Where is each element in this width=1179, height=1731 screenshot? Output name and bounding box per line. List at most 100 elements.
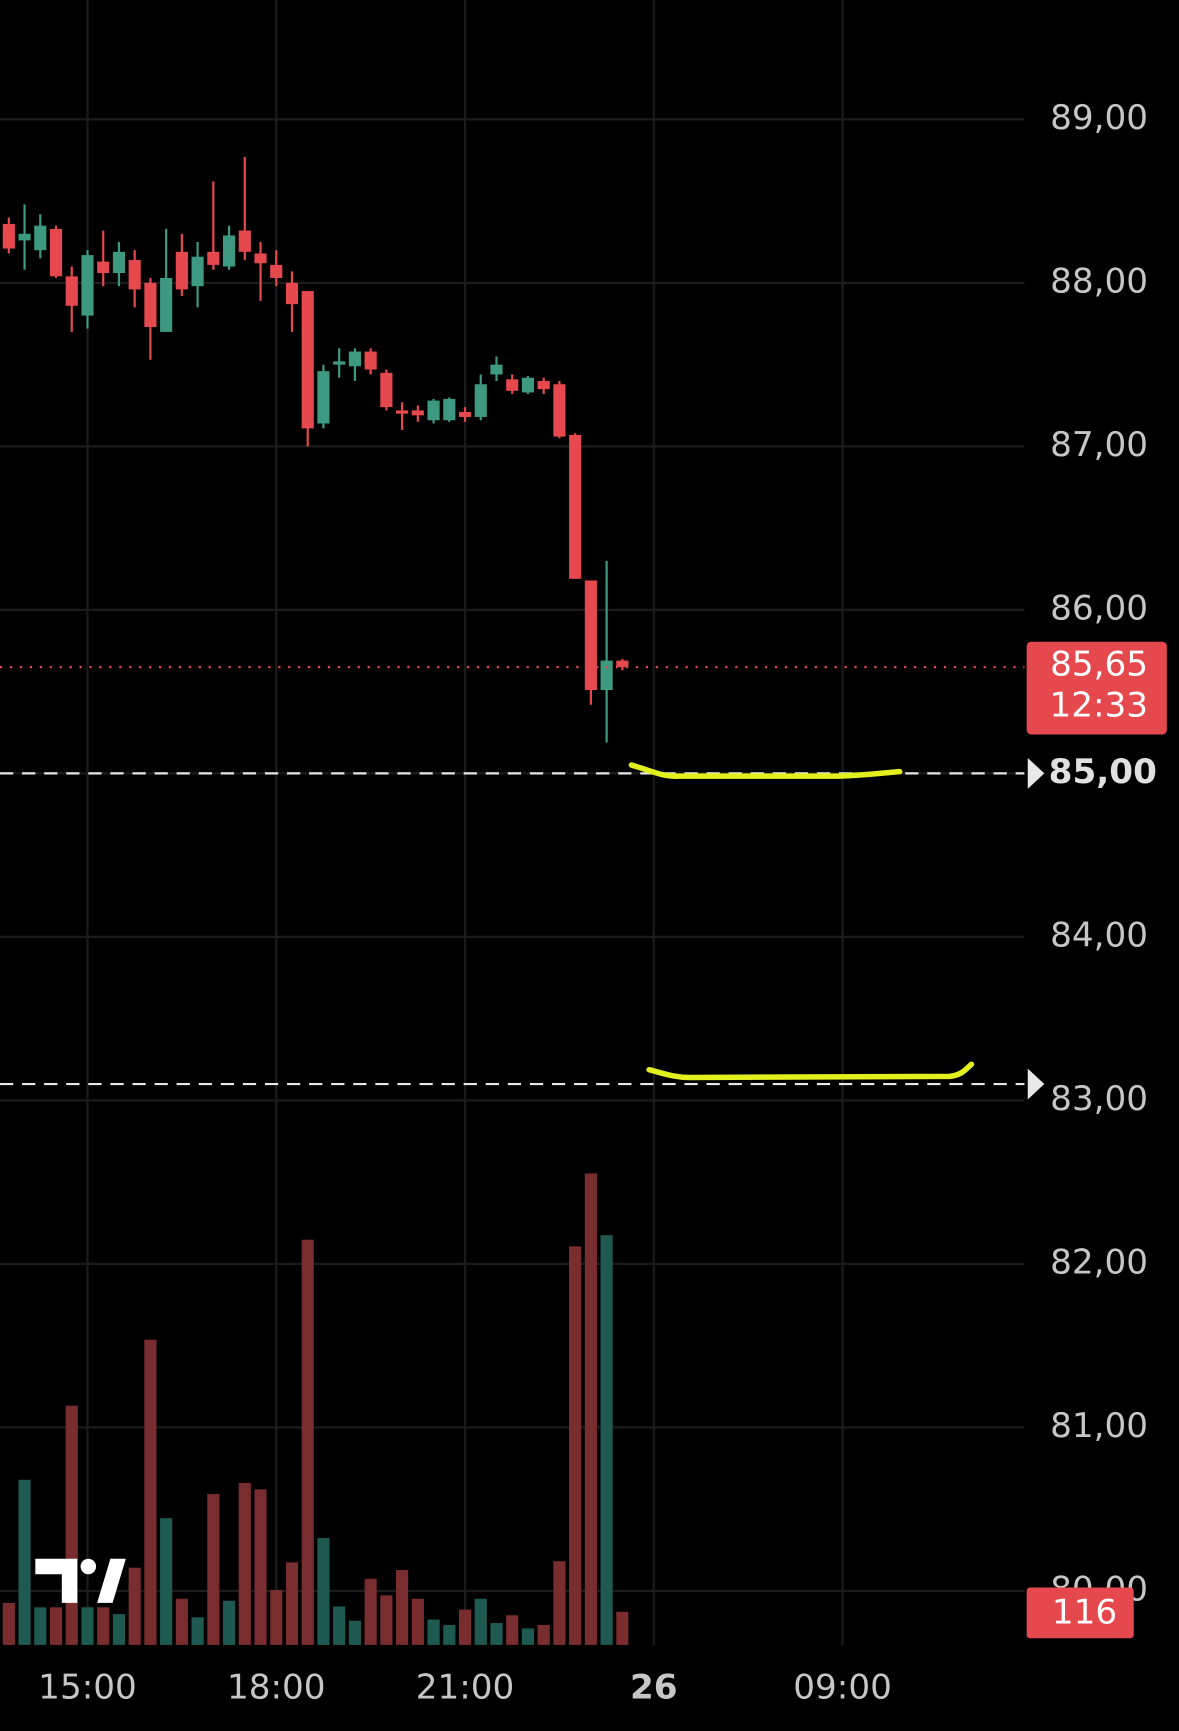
candle-body — [348, 351, 361, 367]
volume-bar — [18, 1479, 31, 1645]
candle-body — [600, 660, 613, 691]
candle-body — [333, 361, 346, 365]
volume-bar — [128, 1567, 141, 1645]
x-tick-label: 21:00 — [416, 1668, 515, 1708]
y-tick-label: 89,00 — [1050, 98, 1148, 138]
candle-body — [411, 410, 424, 416]
volume-bar — [364, 1578, 377, 1645]
volume-bar — [427, 1619, 440, 1645]
price-line-marker — [1027, 757, 1045, 789]
volume-bar — [112, 1614, 126, 1645]
volume-bar — [254, 1489, 267, 1645]
drawing — [628, 762, 903, 779]
volume-bar — [301, 1239, 314, 1645]
candle-body — [301, 291, 314, 429]
volume-bar — [49, 1607, 63, 1645]
volume-bar — [238, 1482, 251, 1645]
volume-bar — [144, 1339, 157, 1645]
candle-body — [128, 259, 141, 290]
y-tick-label: 82,00 — [1050, 1242, 1148, 1282]
candle-body — [160, 277, 173, 332]
candle-body — [144, 282, 157, 328]
logo — [80, 1558, 97, 1575]
candle-body — [458, 412, 472, 417]
last-price-box — [1026, 641, 1167, 735]
candle-body — [207, 251, 220, 265]
candle-body — [238, 230, 251, 252]
candle-body — [191, 256, 204, 287]
y-tick-label: 84,00 — [1050, 915, 1148, 955]
candle-body — [490, 364, 503, 375]
x-tick-label: 09:00 — [793, 1668, 892, 1708]
volume-bar — [175, 1598, 188, 1645]
volume-bar — [191, 1617, 204, 1645]
y-tick-label: 83,00 — [1050, 1079, 1148, 1119]
volume-bar — [270, 1589, 283, 1645]
volume-bar — [396, 1570, 409, 1645]
volume-bar — [317, 1538, 330, 1645]
volume-bar — [521, 1628, 535, 1645]
candle-body — [364, 351, 377, 370]
volume-bar — [333, 1606, 346, 1645]
candle-body — [49, 228, 63, 277]
countdown-label: 12:33 — [1049, 685, 1148, 725]
volume-bar — [458, 1609, 472, 1645]
volume-bar — [584, 1173, 597, 1645]
x-tick-label: 15:00 — [38, 1668, 137, 1708]
y-tick-label: 86,00 — [1050, 588, 1148, 628]
candle-body — [81, 255, 94, 316]
volume-bar — [537, 1624, 550, 1645]
volume-bar — [474, 1598, 487, 1645]
overlay: 15:00 18:00 21:00 26 09:00 89,00 88,00 87,00 86,… — [0, 98, 1167, 1708]
candle-body — [222, 235, 236, 267]
volume-bar — [207, 1493, 220, 1645]
volume-bar — [600, 1235, 613, 1645]
volume-bar — [569, 1246, 582, 1645]
volume-bar — [222, 1600, 236, 1645]
logo — [35, 1558, 126, 1603]
volume-bar — [97, 1607, 110, 1645]
x-tick-label: 26 — [630, 1668, 678, 1708]
candle-body — [506, 379, 519, 391]
volume-bar — [553, 1561, 566, 1645]
volume-bar — [81, 1607, 94, 1645]
x-tick-label: 18:00 — [227, 1668, 326, 1708]
volume-bar — [490, 1622, 503, 1645]
candle-body — [616, 660, 629, 668]
volume-bar — [348, 1620, 361, 1645]
candle-body — [18, 233, 31, 241]
candle-body — [97, 261, 110, 274]
price-line-marker — [1027, 1068, 1045, 1100]
volume-bar — [160, 1518, 173, 1645]
candle-body — [553, 384, 566, 437]
candle-body — [443, 398, 456, 421]
candle-body — [34, 225, 47, 251]
candle-body — [254, 253, 267, 264]
candle-body — [380, 372, 393, 408]
candle-body — [65, 276, 78, 306]
candle-body — [584, 580, 597, 691]
candle-body — [474, 384, 487, 417]
volume-bar — [34, 1607, 47, 1645]
volume-bar — [285, 1562, 299, 1645]
y-tick-label: 81,00 — [1050, 1406, 1148, 1446]
y-tick-label: 85,00 — [1049, 752, 1157, 792]
candle-body — [270, 264, 283, 278]
volume-label: 116 — [1052, 1592, 1117, 1632]
y-tick-label: 87,00 — [1050, 425, 1148, 465]
candle-body — [427, 400, 440, 421]
candle-body — [2, 224, 15, 249]
candle-body — [317, 371, 330, 424]
volume-bar — [443, 1624, 456, 1645]
volume-bar — [411, 1598, 424, 1645]
volume-bar — [2, 1603, 15, 1645]
candle-body — [285, 282, 299, 305]
volume-box — [1026, 1587, 1134, 1639]
last-price-label: 85,65 — [1050, 645, 1148, 685]
volume-bar — [616, 1611, 629, 1645]
candle-body — [521, 377, 535, 393]
volume-bar — [506, 1615, 519, 1645]
candle-body — [569, 434, 582, 579]
